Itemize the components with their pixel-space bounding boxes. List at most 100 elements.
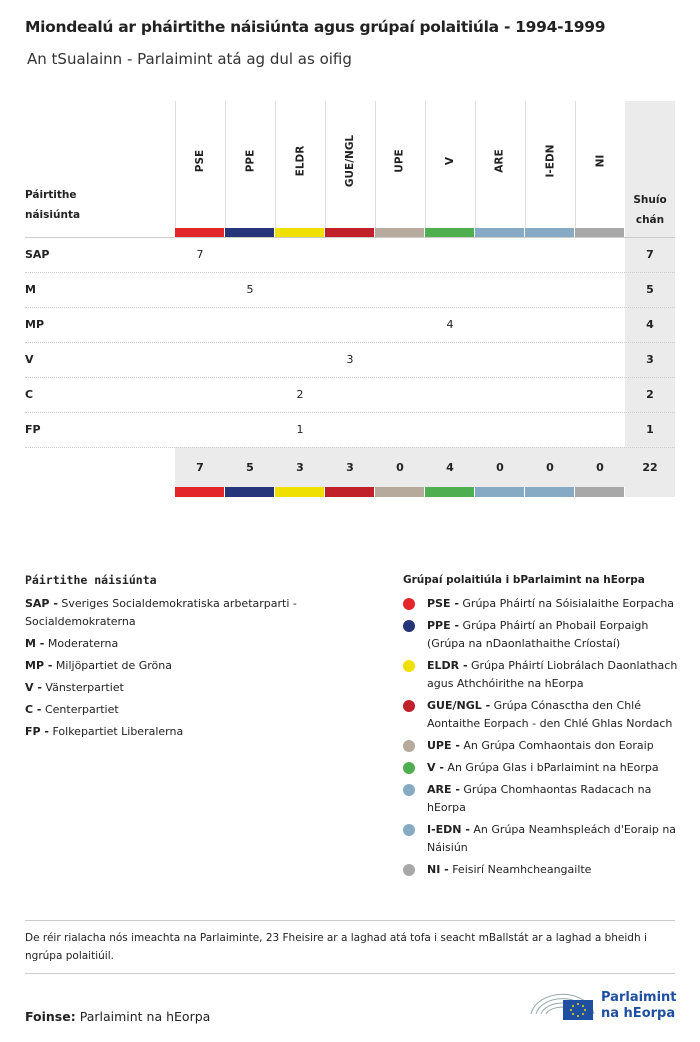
legend-title: Páirtithe náisiúnta bbox=[25, 573, 157, 587]
party-cell: SAP bbox=[25, 248, 50, 261]
legend-entry: NI - Feisirí Neamhcheangailte bbox=[403, 861, 678, 879]
legend-entry: FP - Folkepartiet Liberalerna bbox=[25, 723, 325, 741]
row-total: 7 bbox=[646, 248, 654, 261]
legend-text: Centerpartiet bbox=[44, 703, 119, 716]
logo-icon bbox=[530, 993, 595, 1020]
group-color-bar bbox=[175, 228, 224, 237]
totals-bg bbox=[175, 447, 625, 487]
legend-text: Vänsterpartiet bbox=[45, 681, 124, 694]
legend-abbr: MP - bbox=[25, 659, 53, 672]
column-divider bbox=[275, 101, 276, 228]
column-header: UPE bbox=[375, 101, 425, 220]
party-cell: M bbox=[25, 283, 36, 296]
group-color-bar bbox=[225, 228, 274, 237]
legend-entry: ARE - Grúpa Chomhaontas Radacach na hEor… bbox=[403, 781, 678, 817]
group-color-bar bbox=[575, 228, 624, 237]
legend-abbr: M - bbox=[25, 637, 45, 650]
group-name: UPE bbox=[394, 148, 406, 173]
group-color-bar bbox=[425, 487, 474, 497]
row-total: 1 bbox=[646, 423, 654, 436]
logo-line: na hEorpa bbox=[601, 1006, 676, 1021]
column-header: NI bbox=[575, 101, 625, 220]
legend-text: An Grúpa Glas i bParlaimint na hEorpa bbox=[447, 761, 659, 774]
party-cell: V bbox=[25, 353, 34, 366]
column-header: PSE bbox=[175, 101, 225, 220]
group-color-bar bbox=[225, 487, 274, 497]
legend-entry: C - Centerpartiet bbox=[25, 701, 325, 719]
group-name: ELDR bbox=[293, 145, 306, 176]
title: Miondealú ar pháirtithe náisiúnta agus g… bbox=[25, 18, 606, 36]
source: Foinse: Parlaimint na hEorpa bbox=[25, 1009, 210, 1024]
party-cell: C bbox=[25, 388, 34, 401]
legend-abbr: C - bbox=[25, 703, 42, 716]
row-total: 2 bbox=[646, 388, 654, 401]
row-line bbox=[25, 342, 675, 343]
legend-dot bbox=[403, 762, 415, 774]
total-cell: 0 bbox=[396, 460, 404, 474]
row-header: Páirtithe náisiúnta bbox=[25, 189, 81, 221]
legend-abbr: SAP - bbox=[25, 597, 58, 610]
row-total: 3 bbox=[646, 353, 654, 366]
legend-abbr: FP - bbox=[25, 725, 49, 738]
legend-dot bbox=[403, 740, 415, 752]
legend-entry: V - Vänsterpartiet bbox=[25, 679, 325, 697]
group-name: PSE bbox=[194, 149, 206, 172]
row-line bbox=[25, 447, 675, 448]
legend-abbr: GUE/NGL - bbox=[427, 699, 491, 712]
legend-text: Feisirí Neamhcheangailte bbox=[452, 863, 592, 876]
legend-abbr: V - bbox=[25, 681, 42, 694]
source-label: Foinse: bbox=[25, 1009, 76, 1024]
group-color-bar bbox=[375, 487, 424, 497]
legend-text: Miljöpartiet de Gröna bbox=[55, 659, 172, 672]
legend-text: Sveriges Socialdemokratiska arbetarparti… bbox=[25, 597, 297, 628]
row-line bbox=[25, 272, 675, 273]
legend-abbr: UPE - bbox=[427, 739, 460, 752]
legend-text: Grúpa Cónasctha den Chlé Aontaithe Eorpa… bbox=[427, 699, 673, 730]
group-legend: Grúpaí polaitiúla i bParlaimint na hEorp… bbox=[403, 571, 678, 883]
group-color-bar bbox=[475, 228, 524, 237]
legend-text: Folkepartiet Liberalerna bbox=[52, 725, 184, 738]
seats-header: Shuíochán bbox=[633, 194, 667, 226]
value-cell: 4 bbox=[446, 318, 454, 331]
group-color-bar bbox=[525, 487, 574, 497]
column-divider bbox=[575, 101, 576, 228]
logo-text: Parlaimint na hEorpa bbox=[601, 990, 677, 1022]
legend-entry: ELDR - Grúpa Pháirtí Liobrálach Daonlath… bbox=[403, 657, 678, 693]
legend-abbr: PSE - bbox=[427, 597, 459, 610]
party-cell: FP bbox=[25, 423, 41, 436]
legend-text: An Grúpa Neamhspleách d'Eoraip na Náisiú… bbox=[427, 823, 677, 854]
legend-entry: I-EDN - An Grúpa Neamhspleách d'Eoraip n… bbox=[403, 821, 678, 857]
column-header: ELDR bbox=[275, 101, 325, 220]
legend-dot bbox=[403, 700, 415, 712]
value-cell: 3 bbox=[346, 353, 354, 366]
legend-text: Grúpa Chomhaontas Radacach na hEorpa bbox=[427, 783, 652, 814]
value-cell: 7 bbox=[196, 248, 204, 261]
group-name: I-EDN bbox=[543, 144, 556, 177]
group-name: PPE bbox=[243, 149, 256, 172]
legend-dot bbox=[403, 784, 415, 796]
legend-dot bbox=[403, 620, 415, 632]
row-total: 5 bbox=[646, 283, 654, 296]
divider bbox=[25, 920, 675, 921]
legend-abbr: ARE - bbox=[427, 783, 460, 796]
legend-text: Moderaterna bbox=[47, 637, 119, 650]
group-color-bar bbox=[425, 228, 474, 237]
group-color-bar bbox=[275, 487, 324, 497]
column-divider bbox=[175, 101, 176, 228]
column-header: ARE bbox=[475, 101, 525, 220]
group-color-bar bbox=[175, 487, 224, 497]
legend-entry: GUE/NGL - Grúpa Cónasctha den Chlé Aonta… bbox=[403, 697, 678, 733]
party-legend: Páirtithe náisiúnta SAP - Sveriges Social… bbox=[25, 571, 325, 745]
group-name: ARE bbox=[493, 148, 506, 173]
total-cell: 0 bbox=[546, 460, 554, 474]
column-header: I-EDN bbox=[525, 101, 575, 220]
value-cell: 2 bbox=[296, 388, 304, 401]
legend-entry: PSE - Grúpa Pháirtí na Sóisialaithe Eorp… bbox=[403, 595, 678, 613]
column-header: PPE bbox=[225, 101, 275, 220]
group-color-bar bbox=[375, 228, 424, 237]
footnote: De réir rialacha nós imeachta na Parlaim… bbox=[25, 932, 647, 962]
legend-entry: M - Moderaterna bbox=[25, 635, 325, 653]
source-text: Parlaimint na hEorpa bbox=[79, 1009, 211, 1024]
legend-entry: MP - Miljöpartiet de Gröna bbox=[25, 657, 325, 675]
